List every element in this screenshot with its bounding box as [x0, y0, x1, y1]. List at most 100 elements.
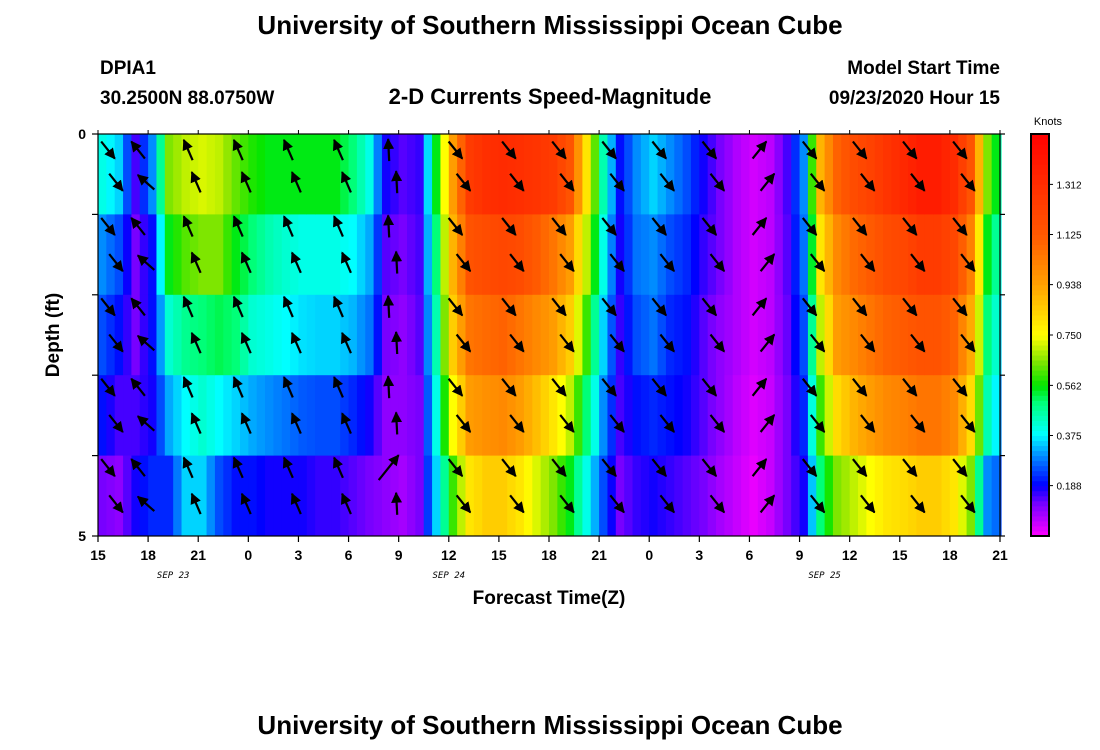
- heatmap-cell: [682, 375, 692, 456]
- heatmap-cell: [298, 214, 308, 296]
- heatmap-cell: [916, 294, 926, 376]
- heatmap-cell: [615, 294, 625, 376]
- heatmap-cell: [156, 214, 166, 296]
- heatmap-cell: [340, 294, 350, 376]
- heatmap-cell: [114, 214, 124, 296]
- heatmap-cell: [924, 214, 934, 296]
- colorbar-segment: [1031, 370, 1049, 376]
- heatmap-cell: [941, 455, 951, 537]
- heatmap-cell: [315, 375, 325, 456]
- heatmap-cell: [131, 134, 141, 215]
- current-vector: [290, 171, 302, 193]
- heatmap-cell: [114, 375, 124, 456]
- heatmap-cell: [1000, 134, 1002, 215]
- current-vector: [282, 138, 294, 161]
- heatmap-cell: [214, 214, 224, 296]
- current-vector: [759, 253, 776, 272]
- heatmap-cell: [490, 294, 500, 376]
- current-vector: [182, 215, 194, 238]
- heatmap-cell: [315, 214, 325, 296]
- heatmap-cell: [699, 455, 709, 537]
- heatmap-cell: [273, 214, 283, 296]
- heatmap-cell: [114, 294, 124, 376]
- current-vector: [130, 217, 146, 236]
- heatmap-cell: [306, 134, 316, 215]
- heatmap-cell: [941, 214, 951, 296]
- current-vector: [860, 494, 876, 514]
- colorbar: 0.188 0.375 0.562 0.750 0.938 1.125 1.312: [1030, 133, 1082, 537]
- current-vector: [910, 173, 926, 192]
- current-vector: [501, 140, 517, 160]
- heatmap-cell: [323, 375, 333, 456]
- heatmap-cell: [214, 375, 224, 456]
- colorbar-segment: [1031, 355, 1049, 361]
- colorbar-segment: [1031, 515, 1049, 522]
- colorbar-label: 0.375: [1056, 432, 1081, 443]
- heatmap-cell: [774, 214, 784, 296]
- heatmap-cell: [590, 214, 600, 296]
- chart-subtitle: 2-D Currents Speed-Magnitude: [388, 84, 712, 109]
- heatmap-cell: [974, 214, 984, 296]
- current-vector: [391, 250, 403, 274]
- colorbar-label: 0.562: [1056, 381, 1081, 392]
- current-vector: [651, 140, 667, 160]
- heatmap-cell: [348, 214, 358, 296]
- current-vector: [501, 217, 517, 236]
- heatmap-cell: [724, 455, 734, 537]
- heatmap-cell: [941, 294, 951, 376]
- heatmap-cell: [423, 455, 433, 537]
- heatmap-cell: [315, 134, 325, 215]
- heatmap-cell: [632, 455, 642, 537]
- heatmap-cell: [423, 294, 433, 376]
- heatmap-cell: [323, 134, 333, 215]
- current-vector: [952, 378, 968, 397]
- heatmap-cell: [515, 294, 525, 376]
- current-vector: [391, 330, 403, 355]
- heatmap-cell: [189, 455, 199, 537]
- heatmap-cell: [407, 134, 416, 215]
- current-vector: [759, 333, 776, 353]
- heatmap-cell: [131, 455, 141, 537]
- heatmap-cell: [523, 134, 533, 215]
- colorbar-segment: [1031, 480, 1049, 487]
- heatmap-cell: [749, 294, 759, 376]
- heatmap-cell: [231, 214, 241, 296]
- heatmap-cell: [540, 294, 550, 376]
- heatmap-cell: [933, 455, 943, 537]
- colorbar-segment: [1031, 299, 1049, 306]
- heatmap-cell: [1000, 214, 1002, 296]
- heatmap-cell: [181, 214, 191, 296]
- heatmap-cell: [490, 375, 500, 456]
- current-vector: [960, 253, 976, 273]
- heatmap-cell: [298, 375, 308, 456]
- heatmap-cell: [640, 455, 650, 537]
- heatmap-cell: [933, 375, 943, 456]
- model-start-label: Model Start Time: [847, 58, 1000, 79]
- heatmap-cell: [532, 134, 542, 215]
- heatmap-cell: [874, 294, 884, 376]
- heatmap-cell: [966, 214, 976, 296]
- current-vector: [559, 414, 575, 433]
- heatmap-cell: [323, 455, 333, 537]
- colorbar-segment: [1031, 279, 1049, 286]
- heatmap-cell: [983, 375, 993, 456]
- heatmap-cell: [123, 375, 133, 456]
- heatmap-cell: [214, 294, 224, 376]
- heatmap-cell: [465, 294, 475, 376]
- heatmap-cell: [983, 214, 993, 296]
- current-vector: [609, 414, 625, 433]
- colorbar-segment: [1031, 445, 1049, 452]
- heatmap-cell: [974, 294, 984, 376]
- heatmap-cell: [390, 294, 400, 376]
- heatmap-cell: [156, 134, 166, 215]
- heatmap-cell: [849, 214, 859, 296]
- x-tick-label: 15: [491, 547, 507, 563]
- current-vector: [709, 414, 726, 433]
- heatmap-cell: [716, 214, 725, 296]
- heatmap-cell: [298, 294, 308, 376]
- colorbar-segment: [1031, 455, 1049, 462]
- x-axis-label: Forecast Time(Z): [473, 588, 626, 609]
- current-vector: [391, 170, 403, 194]
- heatmap-cell: [899, 375, 909, 456]
